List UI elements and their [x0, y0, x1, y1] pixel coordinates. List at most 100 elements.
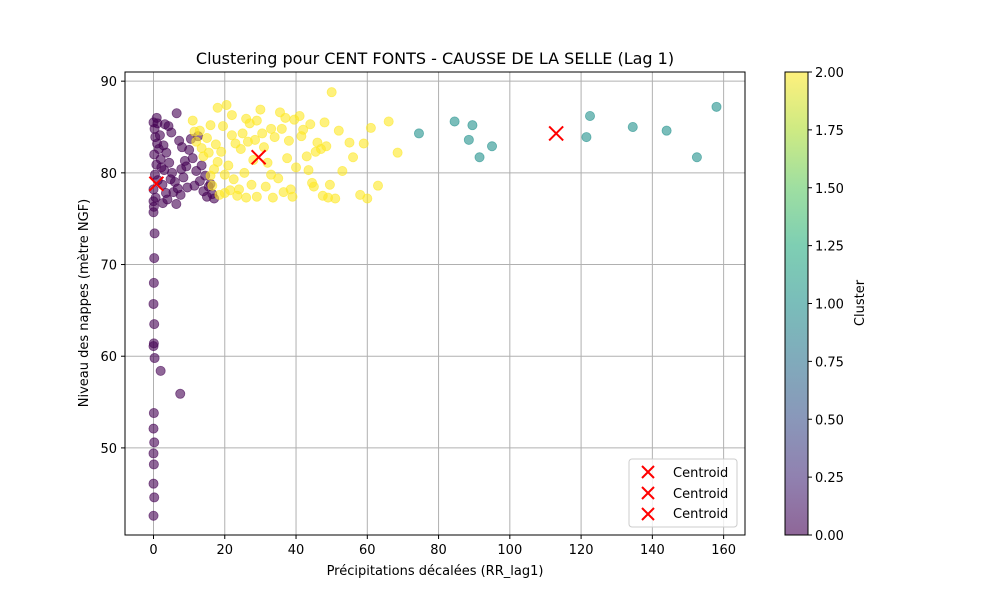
x-tick-label: 60 [359, 543, 376, 558]
centroid-markers [148, 125, 564, 192]
data-point-cluster-2 [239, 167, 250, 178]
colorbar-ticks: 0.00 0.25 0.50 0.75 1.00 1.25 1.50 1.75 2.00 [808, 66, 844, 544]
data-point-cluster-0 [189, 180, 200, 191]
data-point-cluster-2 [235, 144, 246, 155]
data-point-cluster-2 [305, 119, 316, 130]
data-point-cluster-2 [191, 136, 202, 147]
x-tick-label: 160 [711, 543, 736, 558]
data-point-cluster-0 [165, 174, 176, 185]
data-point-cluster-0 [149, 319, 160, 330]
data-point-cluster-2 [251, 115, 262, 126]
data-point-cluster-2 [216, 146, 227, 157]
legend-entry: Centroid [641, 465, 728, 481]
data-point-cluster-2 [291, 162, 302, 173]
colorbar-tick-label: 0.75 [815, 355, 844, 370]
data-point-cluster-2 [301, 151, 312, 162]
legend-entry: Centroid [641, 486, 728, 502]
legend-box [628, 458, 738, 528]
data-point-cluster-2 [267, 192, 278, 203]
data-point-cluster-2 [269, 132, 280, 143]
centroid-marker [250, 149, 267, 165]
data-point-cluster-0 [148, 448, 159, 459]
data-point-cluster-0 [148, 423, 159, 434]
data-point-cluster-2 [383, 116, 394, 127]
data-point-cluster-2 [255, 104, 266, 115]
data-point-cluster-2 [232, 190, 243, 201]
data-point-cluster-2 [257, 128, 268, 139]
data-point-cluster-1 [581, 132, 592, 143]
data-point-cluster-1 [627, 122, 638, 133]
colorbar: 0.00 0.25 0.50 0.75 1.00 1.25 1.50 1.75 2.00 Clu… [784, 66, 868, 544]
data-point-cluster-0 [162, 194, 173, 205]
data-point-cluster-0 [164, 157, 175, 168]
colorbar-tick-label: 2.00 [815, 66, 844, 81]
data-point-cluster-0 [176, 164, 187, 175]
data-point-cluster-2 [242, 136, 253, 147]
data-point-cluster-2 [365, 122, 376, 133]
x-axis-ticks: 0 20 40 60 80 100 120 140 160 [149, 535, 736, 558]
colorbar-tick-label: 0.25 [815, 471, 844, 486]
data-point-cluster-2 [251, 191, 262, 202]
data-point-cluster-0 [168, 187, 179, 198]
data-point-cluster-2 [348, 152, 359, 163]
y-tick-label: 50 [100, 442, 117, 457]
data-point-cluster-2 [196, 143, 207, 154]
data-point-cluster-0 [148, 277, 159, 288]
data-point-cluster-0 [149, 437, 160, 448]
data-point-cluster-2 [223, 160, 234, 171]
colorbar-tick-label: 0.00 [815, 529, 844, 544]
data-point-cluster-0 [154, 130, 165, 141]
data-point-cluster-2 [201, 133, 212, 144]
data-point-cluster-0 [148, 510, 159, 521]
data-point-cluster-1 [474, 152, 485, 163]
data-point-cluster-2 [321, 141, 332, 152]
colorbar-tick-label: 1.25 [815, 240, 844, 255]
data-point-cluster-2 [221, 100, 232, 111]
y-axis-label: Niveau des nappes (mètre NGF) [77, 199, 92, 408]
colorbar-gradient [785, 72, 808, 535]
data-point-cluster-0 [178, 172, 189, 183]
data-point-cluster-2 [319, 117, 330, 128]
data-point-cluster-2 [205, 170, 216, 181]
x-tick-label: 40 [288, 543, 305, 558]
data-point-cluster-2 [203, 147, 214, 158]
data-point-cluster-2 [226, 130, 237, 141]
x-tick-label: 0 [149, 543, 157, 558]
data-point-cluster-0 [155, 365, 166, 376]
x-tick-label: 120 [569, 543, 594, 558]
x-tick-label: 80 [430, 543, 447, 558]
data-point-cluster-0 [149, 228, 160, 239]
data-point-cluster-2 [260, 181, 271, 192]
x-tick-label: 140 [640, 543, 665, 558]
data-point-cluster-0 [148, 298, 159, 309]
data-point-cluster-2 [317, 190, 328, 201]
data-point-cluster-1 [661, 125, 672, 136]
data-point-cluster-0 [151, 112, 162, 123]
data-point-cluster-2 [280, 112, 291, 123]
data-point-cluster-0 [149, 253, 160, 264]
data-point-cluster-2 [226, 110, 237, 121]
data-point-cluster-0 [148, 459, 159, 470]
data-point-cluster-2 [187, 115, 198, 126]
data-point-cluster-2 [289, 114, 300, 125]
data-point-cluster-2 [372, 180, 383, 191]
data-point-cluster-2 [189, 126, 200, 137]
data-point-cluster-2 [333, 125, 344, 136]
colorbar-label: Cluster [853, 279, 868, 326]
data-point-cluster-0 [148, 207, 159, 218]
data-point-cluster-2 [219, 188, 230, 199]
data-point-cluster-2 [212, 102, 223, 113]
data-point-cluster-2 [287, 191, 298, 202]
data-point-cluster-2 [228, 174, 239, 185]
data-point-cluster-2 [207, 180, 218, 191]
data-point-cluster-1 [585, 111, 596, 122]
legend-label: Centroid [673, 466, 728, 481]
data-point-cluster-0 [149, 353, 160, 364]
x-axis-label: Précipitations décalées (RR_lag1) [327, 564, 544, 579]
data-point-cluster-0 [171, 199, 182, 210]
centroid-marker [548, 125, 564, 142]
data-point-cluster-2 [266, 123, 277, 134]
data-point-cluster-2 [282, 153, 293, 164]
data-point-cluster-0 [175, 388, 186, 399]
